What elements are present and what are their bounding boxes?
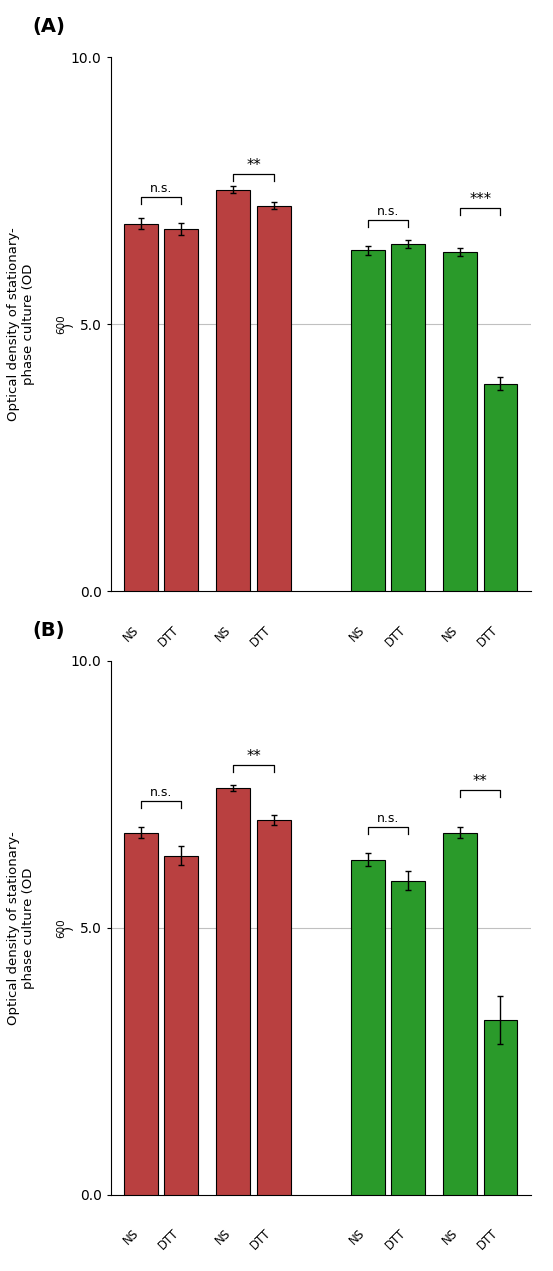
Bar [483, 1019, 518, 1195]
Text: 600: 600 [56, 918, 66, 938]
Text: **: ** [473, 774, 488, 789]
Text: Static: Static [415, 737, 453, 751]
Bar [351, 250, 385, 591]
Bar [392, 244, 425, 591]
Text: $ire1\Delta$: $ire1\Delta$ [235, 684, 272, 699]
Text: NS: NS [121, 1227, 141, 1247]
Text: ***: *** [469, 192, 492, 207]
Bar [392, 881, 425, 1195]
Bar [444, 833, 477, 1195]
Text: NS: NS [121, 623, 141, 643]
Text: **: ** [246, 749, 261, 764]
Text: **: ** [246, 158, 261, 173]
Text: DTT: DTT [474, 623, 500, 648]
Text: n.s.: n.s. [377, 812, 399, 825]
Text: n.s.: n.s. [150, 785, 173, 798]
Text: NS: NS [440, 1227, 460, 1247]
Text: Optical density of stationary-
phase culture (OD: Optical density of stationary- phase cul… [7, 228, 35, 421]
Text: DTT: DTT [383, 1227, 408, 1252]
Text: n.s.: n.s. [150, 182, 173, 194]
Text: NS: NS [213, 623, 233, 643]
Bar [444, 252, 477, 591]
Text: DTT: DTT [383, 623, 408, 648]
Text: DTT: DTT [474, 1227, 500, 1252]
Bar [257, 206, 290, 591]
Text: DTT: DTT [155, 623, 181, 648]
Text: NS: NS [213, 1227, 233, 1247]
Text: DTT: DTT [248, 623, 274, 648]
Text: Optical density of stationary-
phase culture (OD: Optical density of stationary- phase cul… [7, 831, 35, 1024]
Text: WT: WT [377, 684, 399, 698]
Bar [124, 833, 158, 1195]
Text: (B): (B) [33, 620, 65, 639]
Text: ): ) [62, 925, 75, 930]
Text: 600: 600 [56, 314, 66, 334]
Text: WT: WT [150, 684, 172, 698]
Bar [164, 855, 198, 1195]
Bar [257, 820, 290, 1195]
Bar [216, 189, 250, 591]
Text: (A): (A) [33, 17, 66, 36]
Bar [164, 229, 198, 591]
Text: NS: NS [440, 623, 460, 643]
Bar [124, 224, 158, 591]
Text: NS: NS [347, 1227, 368, 1247]
Text: DTT: DTT [155, 1227, 181, 1252]
Text: DTT: DTT [248, 1227, 274, 1252]
Text: $ire1\Delta$: $ire1\Delta$ [462, 684, 499, 699]
Text: NS: NS [347, 623, 368, 643]
Text: n.s.: n.s. [377, 205, 399, 217]
Text: ): ) [62, 322, 75, 327]
Text: Aerobically shaken: Aerobically shaken [145, 737, 270, 751]
Bar [216, 788, 250, 1195]
Bar [351, 859, 385, 1195]
Bar [483, 384, 518, 591]
